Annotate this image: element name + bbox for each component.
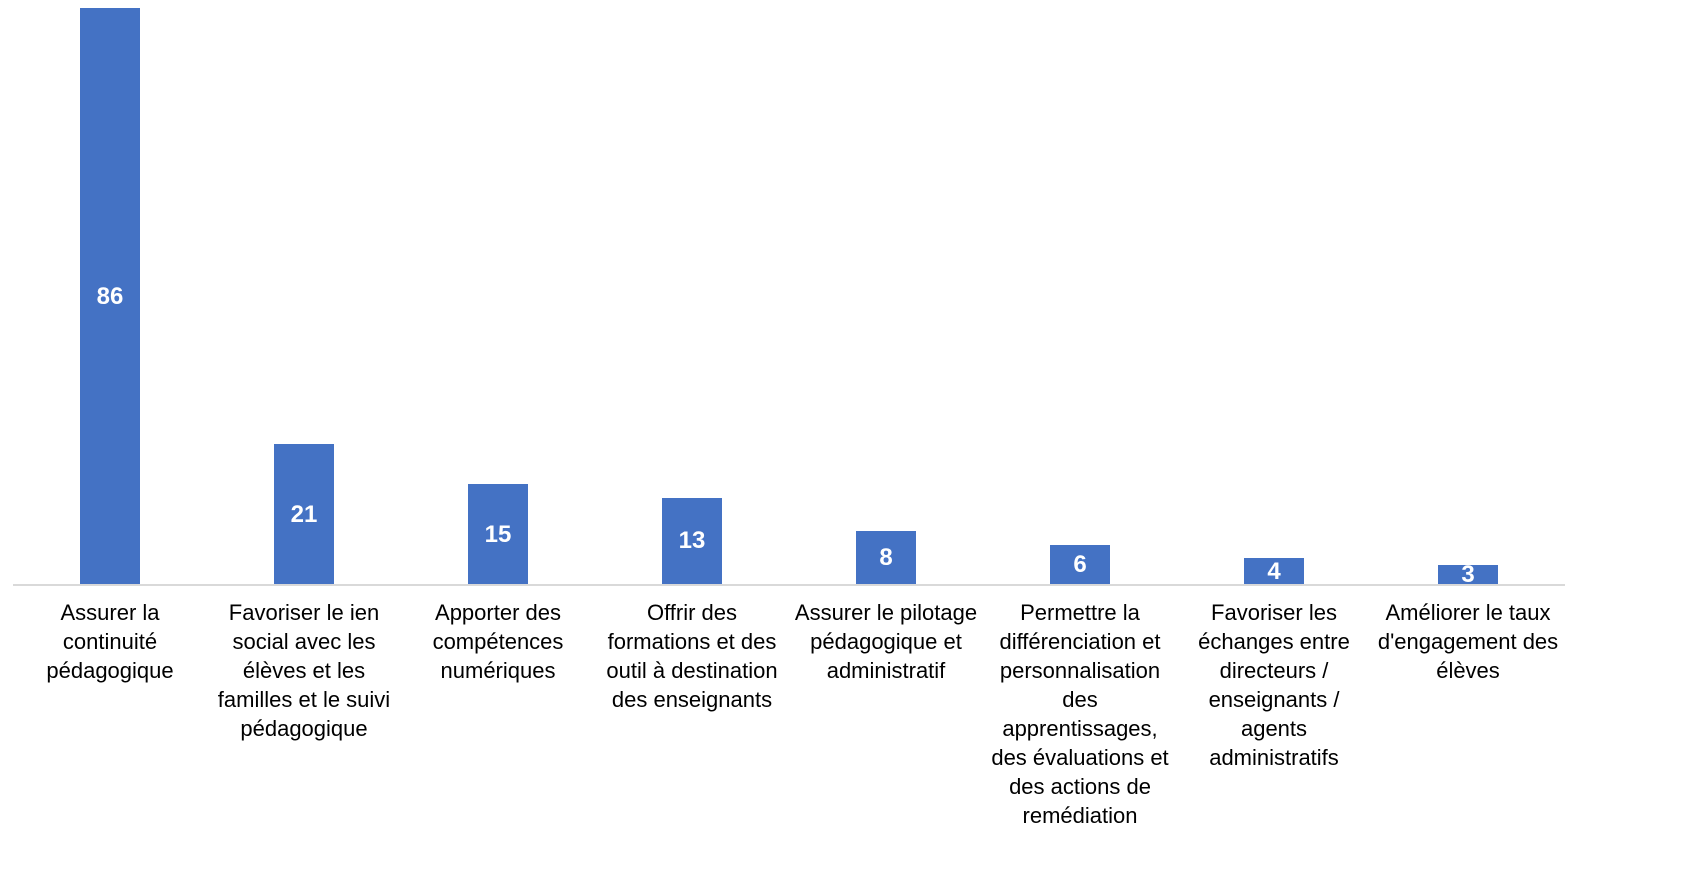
value-label: 8 xyxy=(879,544,893,572)
x-tick-label: Permettre la différenciation et personna… xyxy=(991,600,1169,828)
x-tick-label: Offrir des formations et des outil à des… xyxy=(606,600,778,712)
bar xyxy=(468,484,528,585)
value-label: 15 xyxy=(484,520,512,548)
bar xyxy=(80,8,140,585)
bar xyxy=(662,497,722,585)
x-tick-label: Favoriser les échanges entre directeurs … xyxy=(1198,600,1350,770)
bar xyxy=(1050,544,1110,585)
value-label: 86 xyxy=(96,282,124,310)
x-axis-line xyxy=(13,584,1565,586)
x-tick-label: Assurer la continuité pédagogique xyxy=(46,600,174,683)
value-label: 4 xyxy=(1267,557,1281,585)
value-label: 21 xyxy=(290,500,318,528)
bar xyxy=(274,444,334,585)
bar xyxy=(1438,564,1498,585)
value-label: 13 xyxy=(678,527,706,555)
value-label: 3 xyxy=(1461,560,1475,588)
x-tick-label: Améliorer le taux d'engagement des élève… xyxy=(1377,600,1559,683)
x-tick-label: Apporter des compétences numériques xyxy=(432,600,564,683)
x-tick-label: Assurer le pilotage pédagogique et admin… xyxy=(794,600,978,683)
bar xyxy=(1244,558,1304,585)
bar xyxy=(856,531,916,585)
value-label: 6 xyxy=(1073,550,1087,578)
x-tick-label: Favoriser le ien social avec les élèves … xyxy=(217,600,391,741)
